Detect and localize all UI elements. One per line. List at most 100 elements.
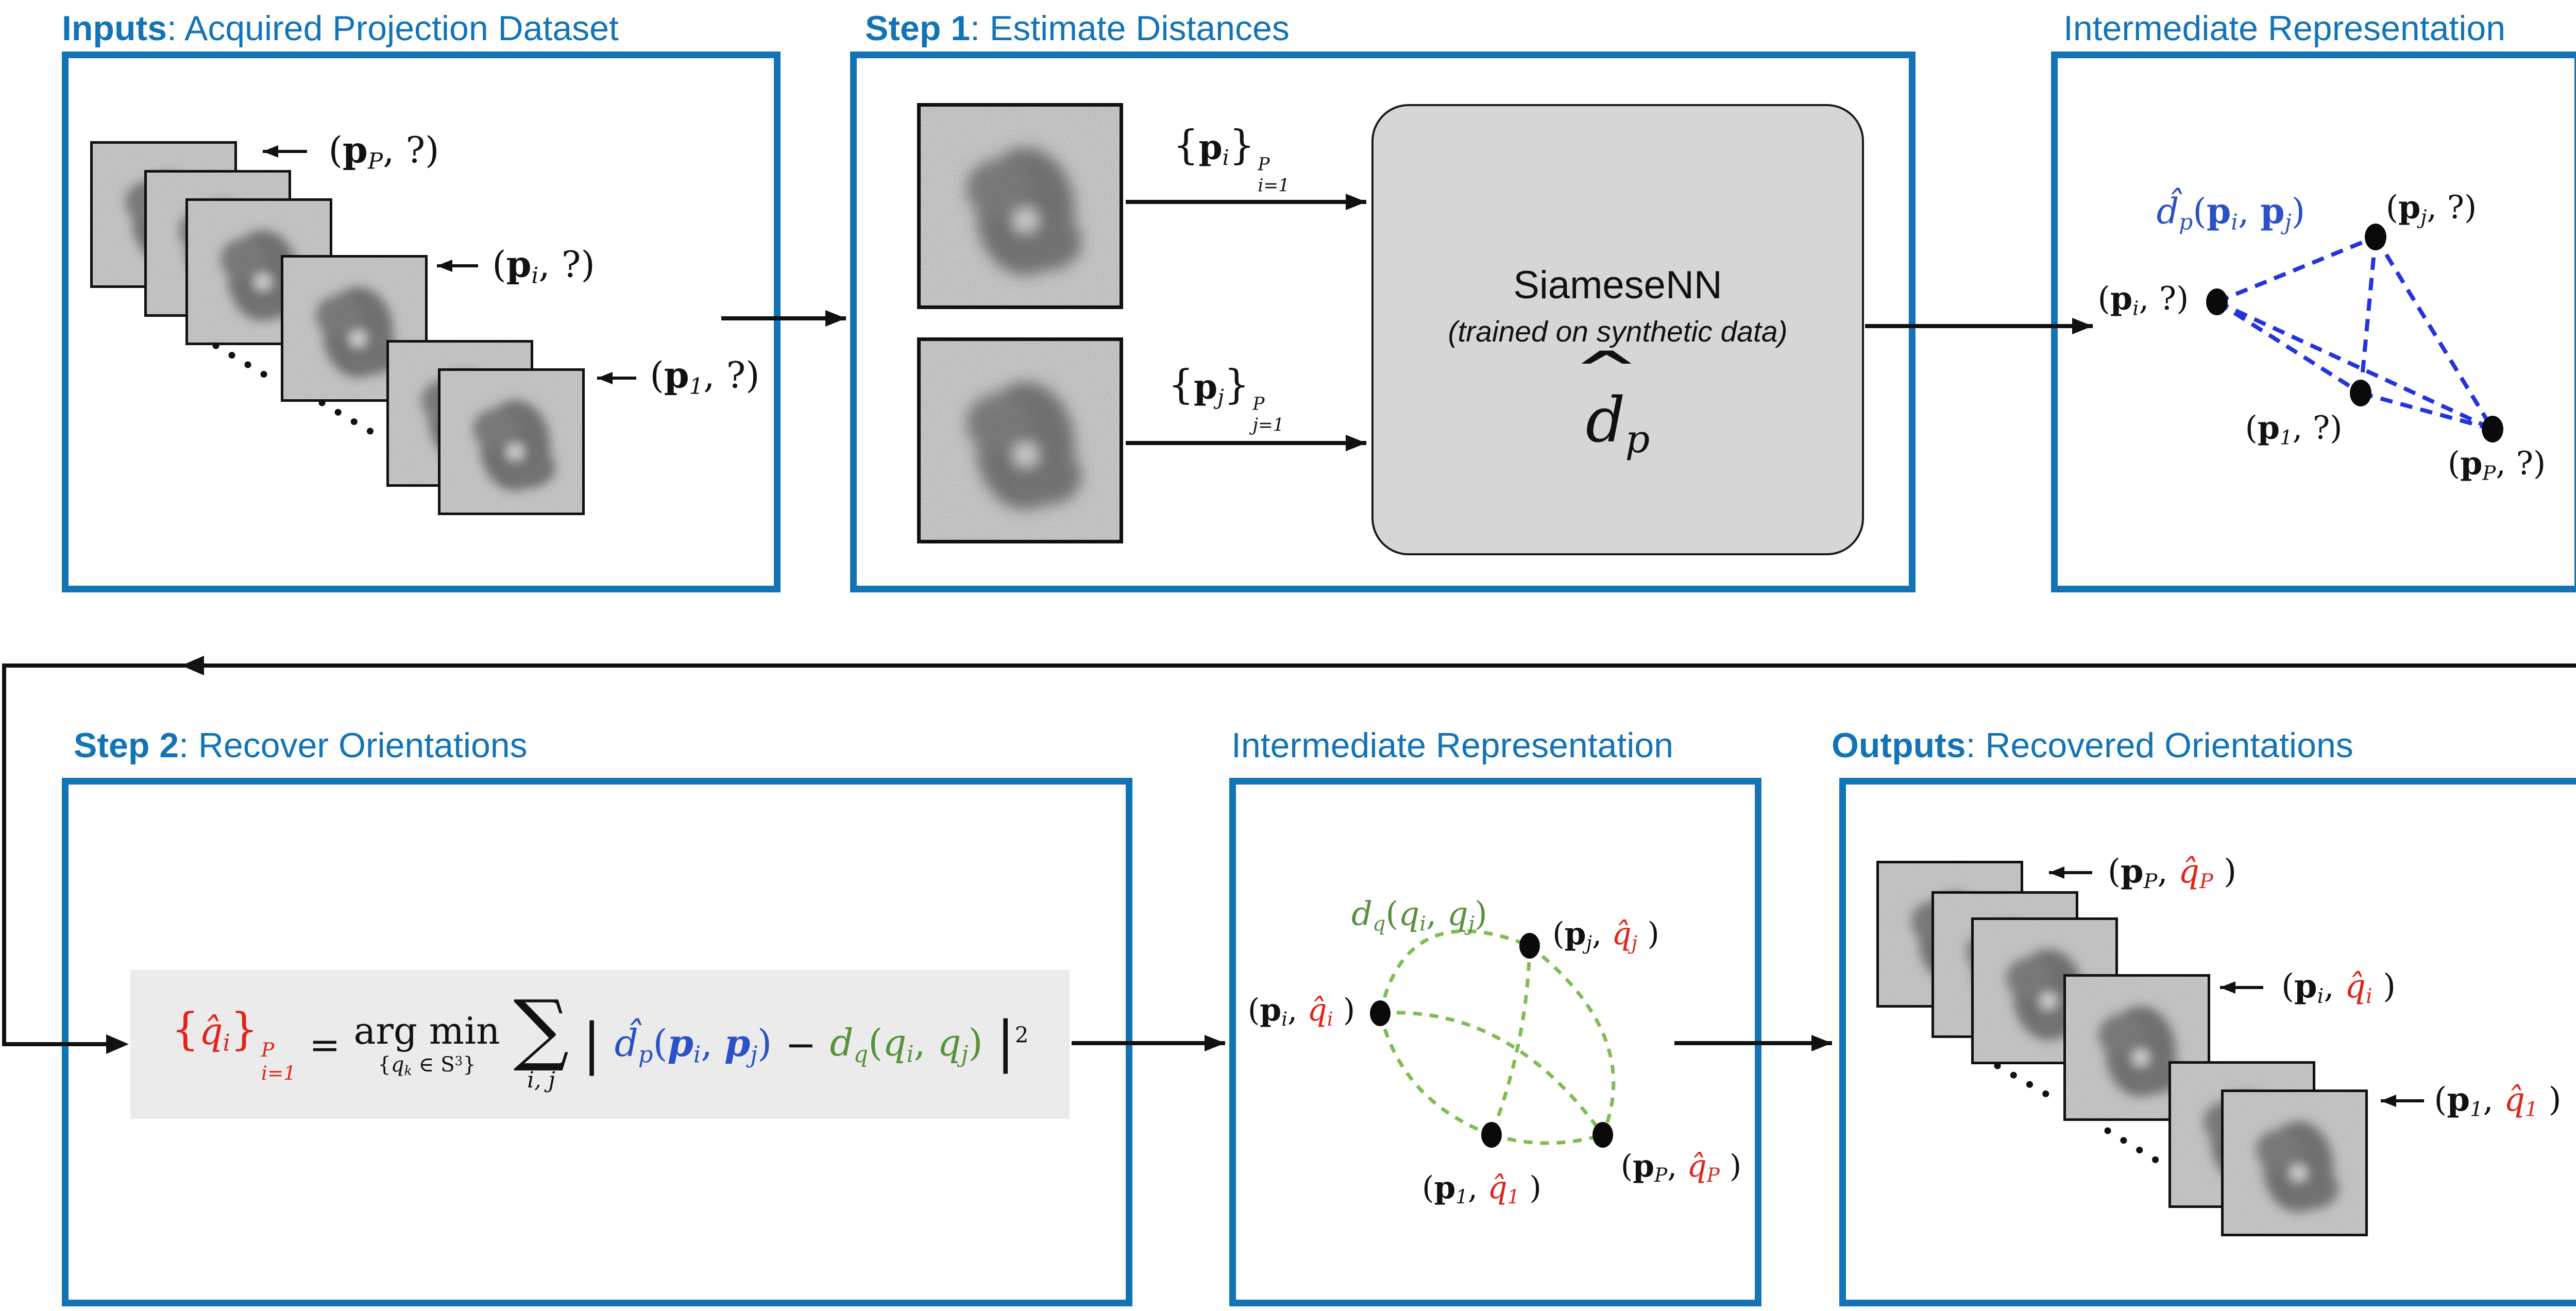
q-subscript: k: [404, 1063, 412, 1078]
inputs-title-bold: Inputs: [62, 9, 167, 48]
paren: ): [1719, 1148, 1742, 1184]
inputs-title: Inputs: Acquired Projection Dataset: [62, 8, 619, 48]
paren: (: [2281, 967, 2294, 1006]
p-symbol: p: [2120, 852, 2144, 891]
set-sup: P: [1252, 394, 1265, 415]
label-dq: dq(qi, qj): [1351, 895, 1487, 935]
label-rest: , ?): [383, 129, 439, 172]
label-pP-input: (pP, ?): [329, 128, 439, 174]
label-rest: , ?): [703, 354, 760, 397]
eq-dq-term: dq(qi, qj): [830, 1021, 983, 1067]
q-hat: q̂: [2345, 967, 2366, 1006]
label-pi-output: (pi, q̂i ): [2281, 967, 2396, 1008]
p-symbol: p: [342, 128, 368, 172]
brace: {: [171, 1003, 199, 1055]
comma: ,: [1667, 1148, 1687, 1184]
paren: (: [2107, 852, 2121, 891]
q-hat: q̂: [2178, 852, 2200, 891]
projection-image: [438, 368, 585, 515]
squared-exponent: 2: [1014, 1022, 1029, 1048]
lhs-sup: P: [261, 1038, 275, 1062]
label-pi-input: (pi, ?): [492, 243, 595, 288]
dhat-base: d: [1585, 384, 1625, 456]
brace: {: [378, 1052, 391, 1077]
q-subscript: i: [1327, 1008, 1333, 1031]
step1-box: [850, 52, 1916, 592]
q-subscript: j: [961, 1041, 969, 1068]
abs-bar-right-squared: |2: [996, 1014, 1029, 1069]
paren: (: [650, 354, 664, 397]
paren: (: [2447, 444, 2461, 482]
argmin-text: arg min: [353, 1009, 500, 1052]
comma: ,: [1592, 915, 1612, 952]
d-symbol: d̂: [2156, 191, 2179, 232]
q-subscript: 1: [2525, 1098, 2538, 1122]
p-subscript: 1: [689, 373, 704, 400]
q-symbol: q: [391, 1052, 404, 1077]
label-rest: , ?): [2292, 408, 2343, 447]
intermediate1-title-text: Intermediate Representation: [2063, 9, 2506, 48]
label-p1-input: (p1, ?): [650, 353, 759, 399]
q-hat: q̂: [1487, 1169, 1507, 1206]
q-subscript: i: [223, 1029, 230, 1057]
p-symbol: p: [2206, 191, 2231, 232]
paren: ): [1333, 992, 1355, 1028]
p-symbol: p: [2447, 1080, 2470, 1119]
paren: (: [2193, 191, 2207, 232]
intermediate2-title-text: Intermediate Representation: [1231, 726, 1674, 765]
p-symbol: p: [1260, 992, 1282, 1028]
label-rest: , ?): [2496, 444, 2546, 482]
p-subscript: P: [1654, 1164, 1668, 1187]
lhs-low: i=1: [261, 1062, 296, 1085]
element-of: ∈: [412, 1052, 441, 1077]
q-hat: q̂: [1612, 915, 1632, 952]
wrap-arrowhead-left: [181, 656, 204, 675]
paren: ): [1519, 1169, 1541, 1206]
sum-indices: i, j: [527, 1067, 555, 1093]
node-label-pP-qP: (pP, q̂P ): [1621, 1148, 1742, 1186]
p-subscript: 1: [2280, 426, 2293, 450]
brace: }: [1229, 122, 1255, 169]
paren: (: [1552, 915, 1565, 952]
p-subscript: j: [1217, 385, 1224, 410]
set-sup: P: [1258, 154, 1270, 175]
summation-block: ∑ i, j: [513, 983, 569, 1093]
paren: (: [868, 1021, 883, 1065]
wide-hat: ˆ: [1566, 342, 1647, 425]
node-label-pP: (pP, ?): [2448, 445, 2546, 485]
q-subscript: i: [906, 1041, 914, 1068]
node-label-p1-q1: (p1, q̂1 ): [1422, 1170, 1541, 1208]
graph-nodes: [1370, 933, 1613, 1148]
brace: }: [230, 1003, 258, 1055]
comma: ,: [1287, 992, 1308, 1028]
label-p1-output: (p1, q̂1 ): [2434, 1080, 2561, 1121]
paren: (: [2245, 408, 2258, 447]
set-low: i=1: [1258, 176, 1290, 197]
p-subscript: i: [2317, 984, 2324, 1009]
step1-title: Step 1: Estimate Distances: [865, 8, 1290, 48]
dhat-symbol: ˆ dp: [1566, 348, 1650, 458]
p-subscript: P: [2482, 462, 2496, 485]
projection-image-i: [917, 103, 1123, 309]
p-subscript: i: [1281, 1008, 1288, 1031]
graph-nodes: [2206, 224, 2503, 442]
siamese-nn-title: SiameseNN: [1513, 263, 1722, 307]
brace: {: [1173, 122, 1199, 169]
comma: ,: [2324, 967, 2345, 1006]
p-symbol: p: [2460, 444, 2483, 482]
blue-dashed-edges: [2215, 235, 2495, 431]
comma: ,: [2238, 191, 2261, 232]
p-subscript: j: [2420, 206, 2427, 229]
sigma: ∑: [513, 983, 569, 1074]
p-symbol: p: [1193, 366, 1218, 407]
p-subscript: i: [2132, 297, 2139, 320]
p-symbol: p: [1633, 1148, 1655, 1184]
outputs-title: Outputs: Recovered Orientations: [1832, 725, 2353, 765]
p-subscript: j: [1586, 931, 1592, 955]
outputs-title-bold: Outputs: [1832, 726, 1966, 765]
p-subscript: P: [367, 148, 383, 175]
